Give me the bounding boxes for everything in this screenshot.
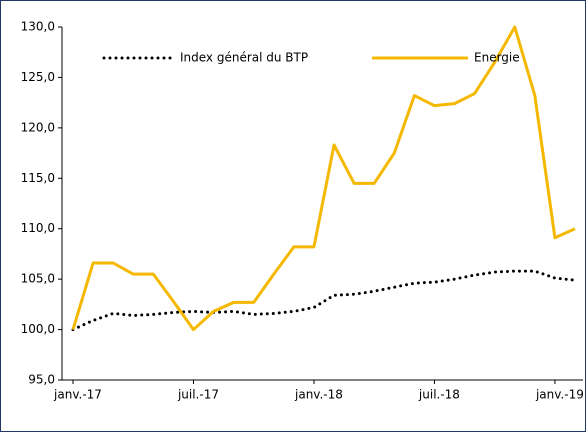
x-tick-label: janv.-17 xyxy=(53,388,102,402)
y-tick-label: 95,0 xyxy=(28,373,55,387)
y-tick-label: 130,0 xyxy=(21,20,55,34)
series-line xyxy=(71,25,576,332)
y-tick-label: 110,0 xyxy=(21,221,55,235)
y-tick-label: 100,0 xyxy=(21,322,55,336)
x-tick-label: janv.-19 xyxy=(535,388,584,402)
x-tick-label: janv.-18 xyxy=(294,388,343,402)
y-tick-label: 120,0 xyxy=(21,120,55,134)
legend-label: Energie xyxy=(474,51,520,65)
y-tick-label: 105,0 xyxy=(21,272,55,286)
legend-label: Index général du BTP xyxy=(180,51,308,65)
x-tick-label: juil.-18 xyxy=(418,388,460,402)
x-tick-label: juil.-17 xyxy=(177,388,219,402)
series-line xyxy=(71,269,577,332)
y-tick-label: 125,0 xyxy=(21,70,55,84)
y-tick-label: 115,0 xyxy=(21,171,55,185)
